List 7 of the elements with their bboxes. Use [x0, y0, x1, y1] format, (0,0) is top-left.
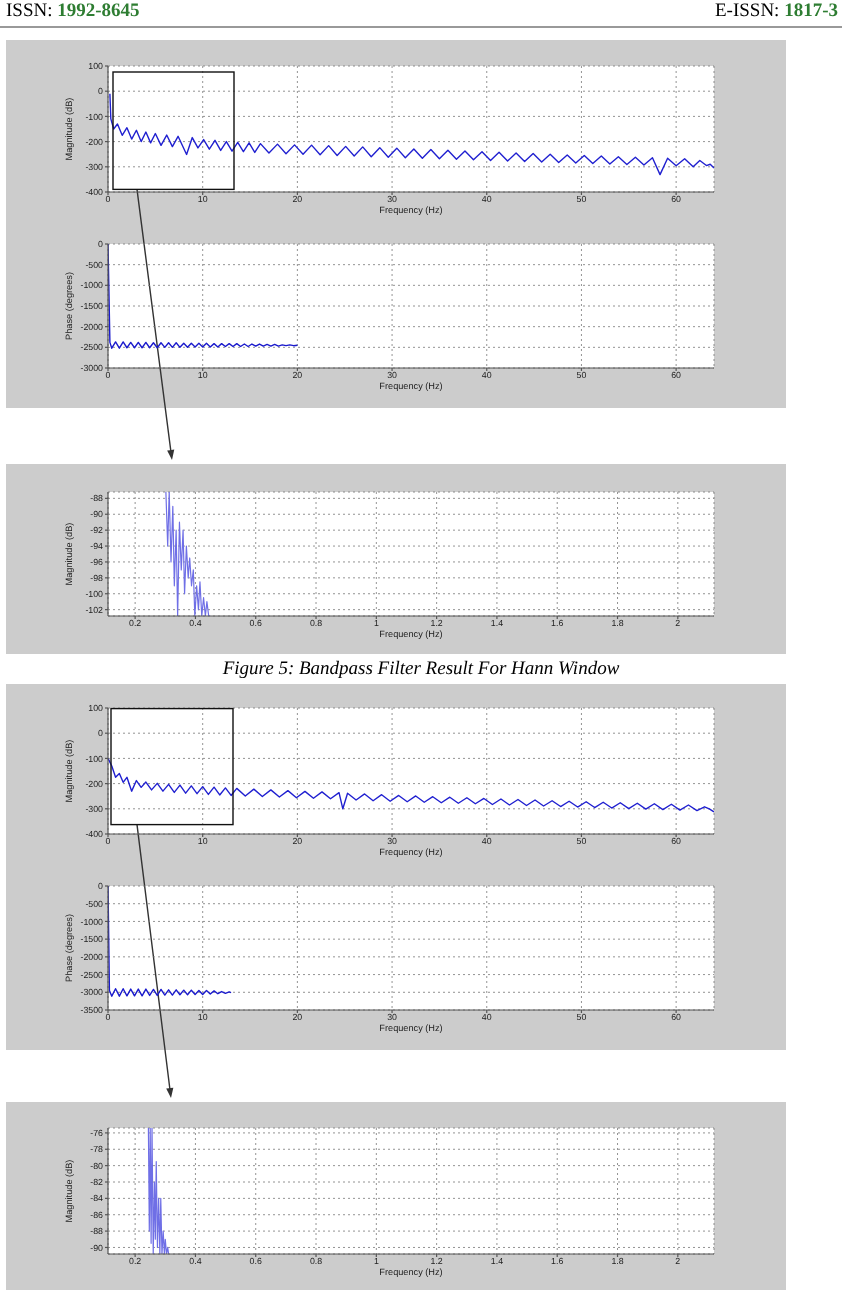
line-series	[165, 492, 211, 616]
text: ISSN: 1992-8645	[6, 2, 140, 22]
caption: Figure 5: Bandpass Filter Result For Hann Window	[220, 660, 622, 680]
line-series	[109, 93, 714, 176]
text: E-ISSN: 1817-3	[715, 2, 838, 22]
line-series	[108, 757, 714, 813]
line-series	[147, 1128, 170, 1254]
